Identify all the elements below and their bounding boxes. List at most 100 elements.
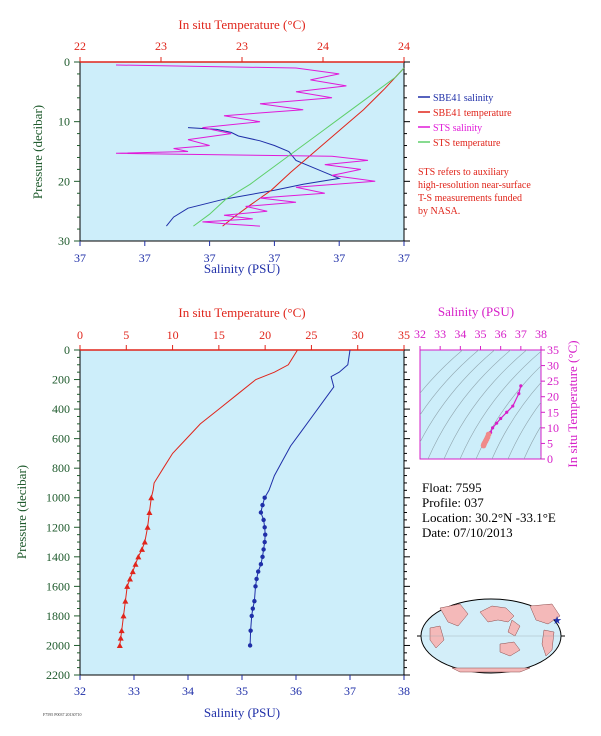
lower-top-tick-label: 0: [77, 328, 83, 342]
lower-temperature-marker: [148, 494, 155, 501]
ts-top-tick-label: 32: [414, 327, 426, 341]
world-map: ★: [417, 598, 565, 674]
legend-note-line-3: T-S measurements funded: [418, 193, 522, 204]
ts-top-axis-label: Salinity (PSU): [438, 304, 514, 319]
lower-left-tick-label: 600: [52, 432, 70, 446]
ts-density-contours: [420, 350, 541, 459]
upper-bottom-tick-label: 37: [139, 251, 151, 265]
map-land-north-america: [529, 603, 561, 625]
upper-plot-area: [79, 61, 405, 242]
ts-top-tick-label: 33: [434, 327, 446, 341]
ts-right-tick-label: 15: [547, 405, 559, 419]
lower-salinity-marker: [250, 606, 255, 611]
upper-top-tick-label: 24: [317, 39, 329, 53]
map-land-south-africa: [429, 625, 445, 649]
upper-left-tick-label: 30: [58, 234, 70, 248]
lower-salinity-marker: [249, 613, 254, 619]
upper-left-tick-label: 20: [58, 174, 70, 188]
footnote: F7595 P0037 20130710: [43, 712, 82, 717]
lower-temperature-marker: [120, 612, 127, 619]
lower-left-tick-label: 1600: [46, 579, 70, 593]
lower-axis-ticks: 0 5 10 15 20 25 30 35 32 33 34 35 36 37 38 0 200 400 600 80…: [46, 328, 410, 698]
lower-temperature-marker: [129, 568, 136, 575]
legend-label-sbe41-salinity: SBE41 salinity: [433, 93, 493, 104]
lower-salinity-marker: [258, 510, 264, 515]
lower-bottom-tick-label: 35: [236, 684, 248, 698]
map-land-australia: [499, 641, 521, 657]
upper-left-axis-label: Pressure (decibar): [30, 105, 45, 199]
lower-temperature-marker: [144, 524, 151, 530]
ts-density-contour: [420, 350, 496, 443]
ts-point: [519, 384, 523, 388]
lower-temperature-marker: [132, 561, 139, 567]
lower-bottom-tick-label: 38: [398, 684, 410, 698]
legend-label-sbe41-temperature: SBE41 temperature: [433, 108, 512, 119]
lower-left-tick-label: 800: [52, 461, 70, 475]
ts-point: [495, 421, 499, 425]
lower-salinity-marker: [261, 517, 266, 523]
lower-salinity-marker: [254, 576, 259, 582]
float-id: Float: 7595: [422, 480, 482, 495]
lower-left-tick-label: 200: [52, 373, 70, 387]
ts-point: [505, 410, 509, 414]
lower-bottom-tick-label: 37: [344, 684, 356, 698]
lower-left-axis-label: Pressure (decibar): [14, 465, 29, 559]
ts-point: [517, 392, 521, 396]
ts-density-contour: [523, 425, 541, 459]
ts-plot-area: [419, 349, 542, 460]
ts-right-tick-label: 30: [547, 359, 559, 373]
lower-temperature-marker: [124, 583, 131, 589]
lower-salinity-marker: [263, 532, 268, 537]
upper-series-sts-salinity: [115, 64, 376, 227]
upper-axis-ticks: 22 23 23 24 24 37 37 37 37 37 37 0 10 20 30: [58, 39, 410, 265]
lower-temperature-marker: [146, 509, 153, 515]
lower-temperature-marker: [116, 642, 123, 648]
upper-top-tick-label: 22: [74, 39, 86, 53]
float-location: Location: 30.2°N -33.1°E: [422, 510, 556, 525]
lower-temperature-marker: [141, 539, 148, 545]
map-land-africa-west: [439, 603, 469, 627]
lower-top-tick-label: 10: [167, 328, 179, 342]
map-land-asia: [479, 605, 515, 623]
ts-top-tick-label: 34: [454, 327, 466, 341]
upper-series-lines: [115, 64, 405, 227]
lower-salinity-marker: [247, 643, 253, 648]
lower-salinity-marker: [260, 502, 265, 508]
ts-density-contour: [459, 351, 541, 459]
ts-right-tick-label: 20: [547, 390, 559, 404]
lower-salinity-marker: [258, 562, 264, 567]
lower-top-tick-label: 15: [213, 328, 225, 342]
upper-series-sbe41-temperature: [222, 67, 405, 227]
ts-density-contour: [443, 350, 528, 459]
lower-left-tick-label: 0: [64, 343, 70, 357]
legend-label-sts-temperature: STS temperature: [433, 138, 501, 149]
upper-bottom-tick-label: 37: [268, 251, 280, 265]
legend: SBE41 salinity SBE41 temperature STS sal…: [418, 93, 531, 217]
lower-salinity-marker: [253, 584, 258, 589]
lower-bottom-tick-label: 32: [74, 684, 86, 698]
lower-left-tick-label: 2200: [46, 668, 70, 682]
lower-top-tick-label: 20: [259, 328, 271, 342]
upper-left-tick-label: 10: [58, 115, 70, 129]
ts-density-contour: [427, 350, 512, 459]
ts-right-axis-label: In situ Temperature (°C): [565, 340, 580, 467]
lower-salinity-marker: [252, 598, 257, 604]
lower-left-tick-label: 1800: [46, 609, 70, 623]
lower-profile-panel: 0 5 10 15 20 25 30 35 32 33 34 35 36 37 38 0 200 400 600 80…: [14, 305, 410, 720]
lower-plot-area: [79, 349, 405, 676]
upper-left-tick-label: 0: [64, 55, 70, 69]
ts-top-tick-label: 36: [495, 327, 507, 341]
lower-bottom-tick-label: 33: [128, 684, 140, 698]
upper-top-tick-label: 23: [155, 39, 167, 53]
profile-date: Date: 07/10/2013: [422, 525, 513, 540]
profile-number: Profile: 037: [422, 495, 484, 510]
ts-density-contour: [420, 350, 464, 394]
upper-bottom-tick-label: 37: [398, 251, 410, 265]
lower-top-tick-label: 25: [305, 328, 317, 342]
upper-bottom-axis-label: Salinity (PSU): [204, 261, 280, 276]
upper-top-tick-label: 23: [236, 39, 248, 53]
lower-temperature-marker: [135, 553, 142, 560]
lower-bottom-tick-label: 34: [182, 684, 194, 698]
lower-salinity-marker: [261, 547, 266, 552]
